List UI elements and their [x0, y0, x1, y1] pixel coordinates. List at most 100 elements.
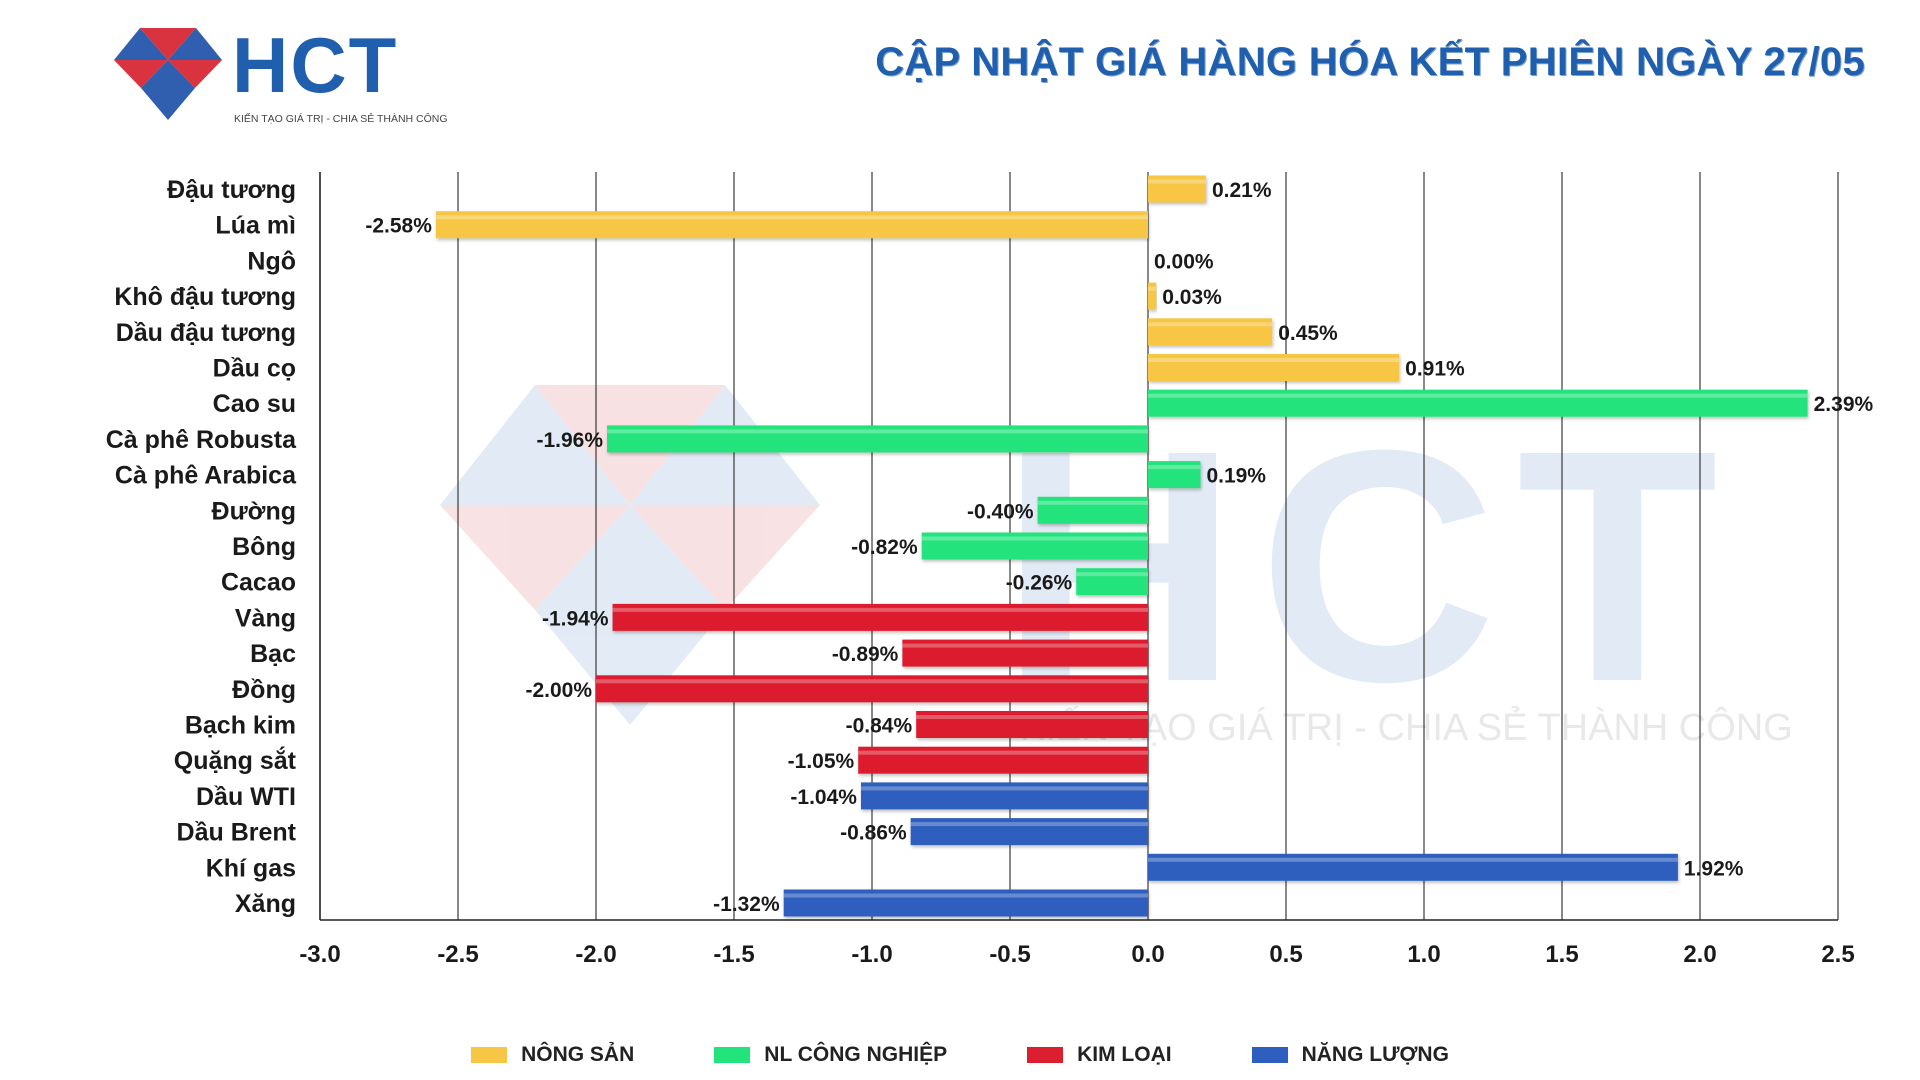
value-label: 0.19%	[1206, 465, 1266, 488]
category-label: Bạch kim	[185, 712, 296, 740]
logo-tagline: KIẾN TẠO GIÁ TRỊ - CHIA SẺ THÀNH CÔNG	[234, 112, 448, 125]
bar-nong_san	[435, 211, 1148, 239]
category-label: Lúa mì	[215, 212, 296, 240]
category-label: Xăng	[235, 890, 296, 918]
bar-highlight	[1148, 393, 1808, 398]
x-tick-label: 0.0	[1131, 941, 1164, 968]
bar-kim_loai	[858, 746, 1148, 774]
legend-item-nl-cong-nghiep: NL CÔNG NGHIỆP	[714, 1043, 947, 1067]
x-tick-label: -1.0	[851, 941, 892, 968]
legend-item-nong-san: NÔNG SẢN	[471, 1043, 634, 1067]
value-label: -0.86%	[840, 822, 907, 845]
logo-diamond-icon	[114, 28, 222, 120]
x-tick-label: 2.5	[1821, 941, 1854, 968]
value-label: -0.26%	[1006, 572, 1073, 595]
category-label: Khí gas	[206, 854, 296, 882]
value-label: 0.91%	[1405, 358, 1465, 381]
value-label: 2.39%	[1814, 393, 1874, 416]
category-label: Đường	[212, 497, 296, 525]
category-label: Dầu cọ	[213, 355, 296, 383]
category-labels: Đậu tương Lúa mì Ngô Khô đậu tương Dầu đậu t…	[106, 176, 297, 918]
bar-highlight	[916, 715, 1148, 719]
bar-nl_cong_nghiep	[1076, 568, 1148, 596]
commodity-bar-chart: HCT KIẾN TẠO GIÁ TRỊ - CHIA SẺ THÀNH CÔN…	[106, 172, 1874, 968]
bar-highlight	[860, 786, 1148, 791]
bar-highlight	[783, 893, 1148, 898]
bar-highlight	[1148, 358, 1400, 362]
bar-highlight	[612, 607, 1148, 612]
category-label: Dầu đậu tương	[116, 319, 296, 347]
legend-label: NĂNG LƯỢNG	[1301, 1043, 1449, 1066]
bar-nl_cong_nghiep	[1148, 389, 1808, 417]
legend-label: NÔNG SẢN	[521, 1043, 635, 1066]
bar-highlight	[910, 822, 1148, 827]
value-label: -2.58%	[365, 215, 432, 238]
category-label: Đồng	[232, 676, 296, 704]
value-label: 0.45%	[1278, 322, 1338, 345]
value-label: -0.82%	[851, 536, 918, 559]
category-label: Cao su	[213, 390, 296, 418]
bar-kim_loai	[612, 603, 1148, 631]
value-label: -0.89%	[832, 643, 899, 666]
bar-highlight	[902, 643, 1148, 648]
bar-nong_san	[1148, 175, 1206, 203]
legend-swatch	[471, 1047, 508, 1063]
category-label: Cà phê Arabica	[115, 462, 297, 490]
value-label: -1.05%	[788, 750, 855, 773]
category-label: Cacao	[221, 569, 296, 597]
bar-nang_luong	[1148, 853, 1678, 881]
bar-highlight	[1076, 572, 1148, 577]
x-tick-label: 1.5	[1545, 941, 1578, 968]
value-label: -1.32%	[713, 893, 780, 916]
legend-swatch	[1027, 1047, 1064, 1063]
category-label: Cà phê Robusta	[106, 426, 297, 454]
value-label: -0.40%	[967, 500, 1034, 523]
bars	[435, 175, 1808, 917]
category-label: Bông	[232, 533, 296, 561]
bar-nl_cong_nghiep	[1148, 461, 1201, 489]
bar-highlight	[1148, 465, 1201, 470]
bar-nang_luong	[783, 889, 1148, 917]
x-tick-label: -2.0	[575, 941, 616, 968]
bar-nang_luong	[860, 782, 1148, 810]
bar-nong_san	[1148, 318, 1273, 346]
legend-label: KIM LOẠI	[1077, 1043, 1172, 1066]
legend-swatch	[714, 1047, 751, 1063]
bar-highlight	[1148, 857, 1678, 862]
value-label: 0.21%	[1212, 179, 1272, 202]
category-label: Bạc	[250, 640, 296, 668]
bar-nong_san	[1148, 354, 1400, 381]
category-label: Vàng	[235, 604, 296, 632]
legend: NÔNG SẢN NL CÔNG NGHIỆP KIM LOẠI NĂNG LƯ…	[0, 1040, 1920, 1070]
x-tick-label: -0.5	[989, 941, 1030, 968]
bar-nl_cong_nghiep	[1037, 496, 1148, 524]
value-label: -1.96%	[536, 429, 603, 452]
bar-highlight	[596, 679, 1148, 684]
bar-kim_loai	[596, 675, 1148, 703]
logo-text: HCT	[232, 22, 398, 109]
category-label: Khô đậu tương	[114, 283, 296, 311]
bar-highlight	[921, 536, 1148, 541]
legend-item-nang-luong: NĂNG LƯỢNG	[1251, 1043, 1449, 1067]
bar-highlight	[1148, 322, 1273, 327]
bar-nl_cong_nghiep	[607, 425, 1148, 453]
bar-highlight	[858, 750, 1148, 755]
value-label: 0.00%	[1154, 250, 1214, 273]
bar-highlight	[1148, 286, 1157, 291]
value-label: -2.00%	[525, 679, 592, 702]
x-tick-label: -2.5	[437, 941, 478, 968]
bar-kim_loai	[902, 639, 1148, 667]
hct-logo: HCT KIẾN TẠO GIÁ TRỊ - CHIA SẺ THÀNH CÔN…	[114, 22, 448, 125]
x-tick-labels: -3.0 -2.5 -2.0 -1.5 -1.0 -0.5 0.0 0.5 1.0 1.5 2.0 2…	[299, 941, 1854, 968]
watermark-tagline: KIẾN TẠO GIÁ TRỊ - CHIA SẺ THÀNH CÔNG	[1020, 705, 1793, 749]
bar-highlight	[1148, 179, 1206, 184]
page-title: CẬP NHẬT GIÁ HÀNG HÓA KẾT PHIÊN NGÀY 27/…	[875, 40, 1865, 84]
x-tick-label: -3.0	[299, 941, 340, 968]
bar-nong_san	[1148, 282, 1157, 310]
category-label: Dầu WTI	[196, 783, 296, 811]
bar-highlight	[1037, 500, 1148, 505]
bar-highlight	[607, 429, 1148, 434]
bar-nang_luong	[910, 818, 1148, 846]
x-tick-label: 0.5	[1269, 941, 1302, 968]
value-label: -0.84%	[846, 715, 913, 738]
